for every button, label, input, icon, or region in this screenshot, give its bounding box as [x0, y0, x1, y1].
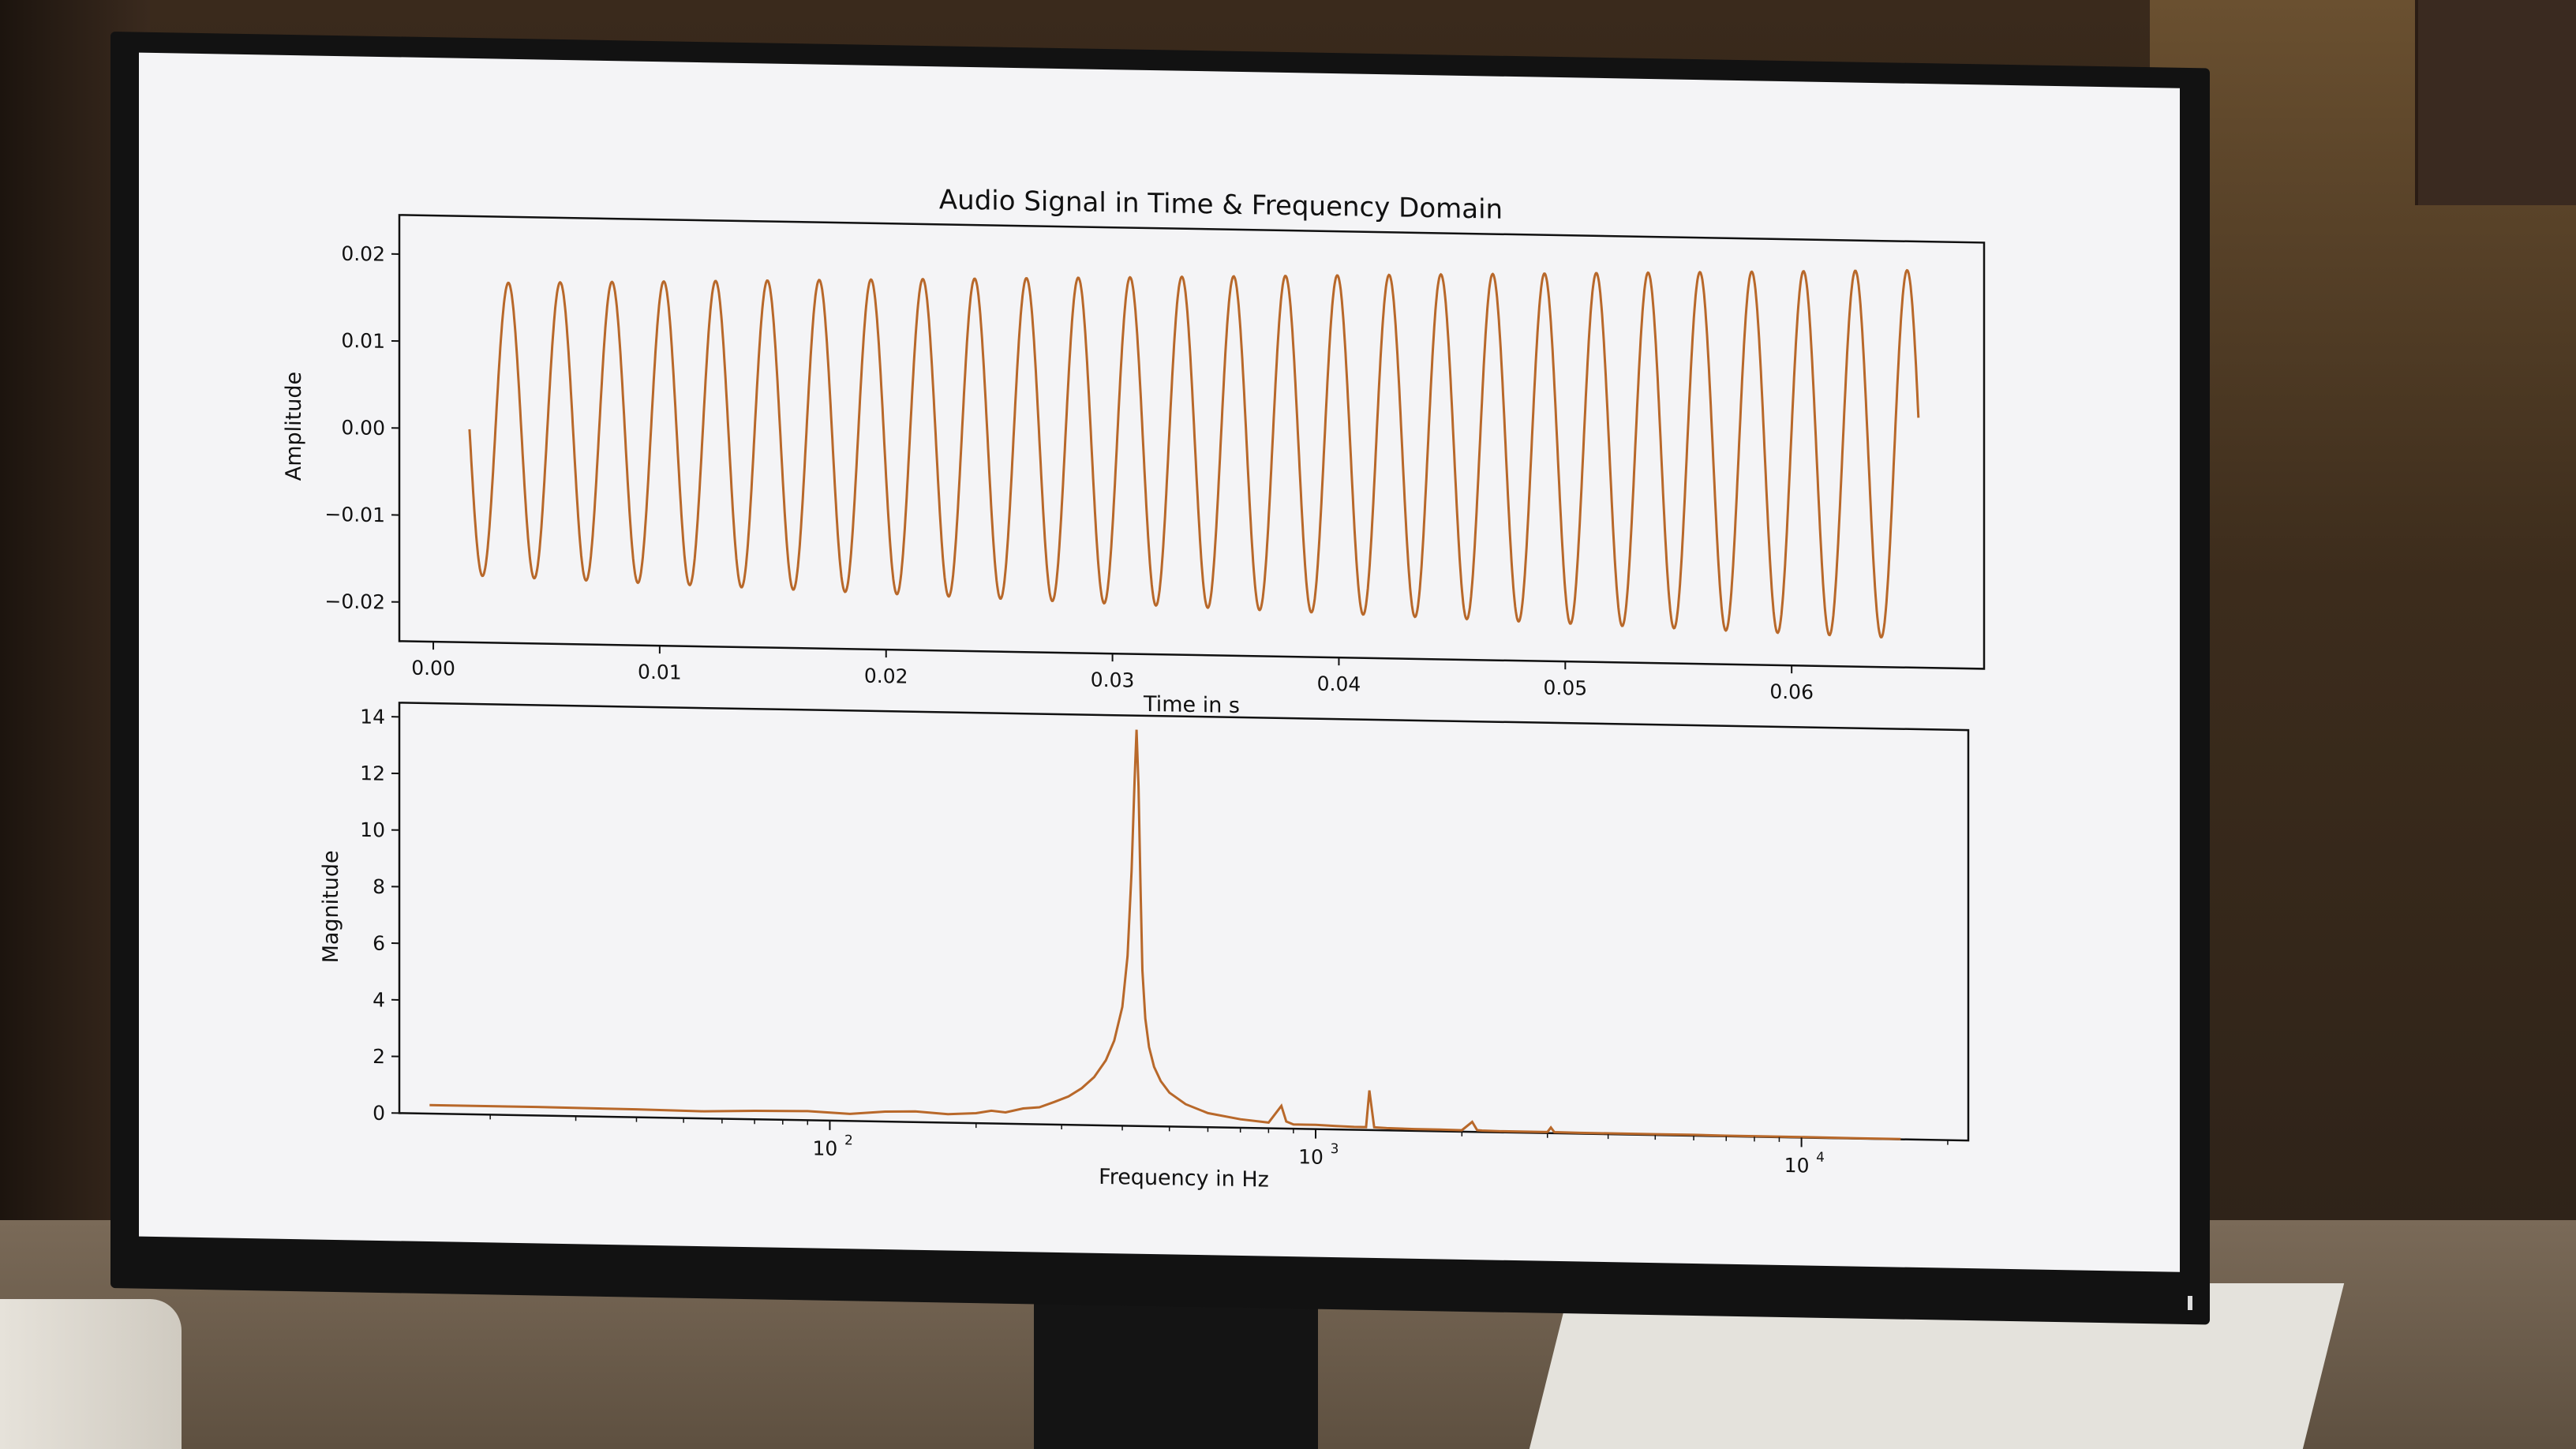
time-xlabel: Time in s: [1143, 692, 1240, 718]
frequency-ytick-label: 12: [360, 762, 385, 785]
time-ylabel: Amplitude: [282, 372, 306, 481]
frequency-xtick-label: 10: [813, 1137, 838, 1161]
time-xtick-label: 0.06: [1769, 680, 1814, 704]
time-plot-frame: [398, 214, 1986, 670]
magnitude-spectrum-line: [429, 729, 1901, 1140]
frequency-ytick-label: 8: [373, 875, 385, 898]
monitor-screen: Audio Signal in Time & Frequency Domain …: [139, 52, 2180, 1272]
time-xtick-label: 0.01: [638, 661, 682, 684]
paper-cup: [0, 1299, 182, 1449]
frequency-ytick-label: 4: [373, 988, 385, 1011]
power-led: [2188, 1295, 2192, 1311]
figure-canvas: Audio Signal in Time & Frequency Domain …: [282, 184, 1986, 1193]
time-ytick-label: −0.02: [324, 590, 385, 613]
frequency-ytick-label: 0: [373, 1102, 385, 1125]
frequency-xtick-exponent: 4: [1816, 1150, 1825, 1166]
frequency-domain-axes: 10 2 10 3 10 4 0 2 4 6 8 10 12 14 Frequency in Hz Ma…: [319, 702, 1970, 1193]
frequency-xtick-label: 10: [1298, 1145, 1324, 1169]
frequency-ytick-label: 14: [360, 705, 385, 728]
frequency-ytick-label: 6: [373, 932, 385, 955]
time-ytick-label: 0.01: [341, 329, 385, 353]
frequency-xlabel: Frequency in Hz: [1099, 1165, 1269, 1193]
frequency-xtick-label: 10: [1784, 1154, 1810, 1178]
figure-title: Audio Signal in Time & Frequency Domain: [939, 184, 1503, 225]
time-xtick-label: 0.02: [864, 665, 908, 688]
frequency-xtick-exponent: 2: [844, 1133, 853, 1148]
time-xtick-label: 0.03: [1091, 668, 1135, 692]
time-xtick-label: 0.04: [1317, 672, 1361, 696]
time-ytick-label: −0.01: [324, 503, 385, 526]
background-room-right: [2150, 0, 2576, 1449]
time-ytick-label: 0.00: [341, 416, 385, 440]
time-xtick-label: 0.00: [411, 657, 455, 680]
time-ytick-label: 0.02: [341, 242, 385, 266]
frequency-ytick-label: 10: [360, 818, 385, 842]
monitor-bezel: Audio Signal in Time & Frequency Domain …: [110, 32, 2210, 1325]
time-domain-axes: 0.00 0.01 0.02 0.03 0.04 0.05 0.06 −0.02 −0.01 0…: [282, 214, 1986, 718]
frequency-ylabel: Magnitude: [319, 850, 343, 964]
time-xtick-label: 0.05: [1543, 676, 1587, 700]
time-signal-line: [468, 268, 1920, 639]
frequency-plot-frame: [398, 702, 1970, 1142]
frequency-ytick-label: 2: [373, 1045, 385, 1068]
background-cabinet: [2415, 0, 2576, 205]
frequency-xtick-exponent: 3: [1331, 1141, 1339, 1157]
